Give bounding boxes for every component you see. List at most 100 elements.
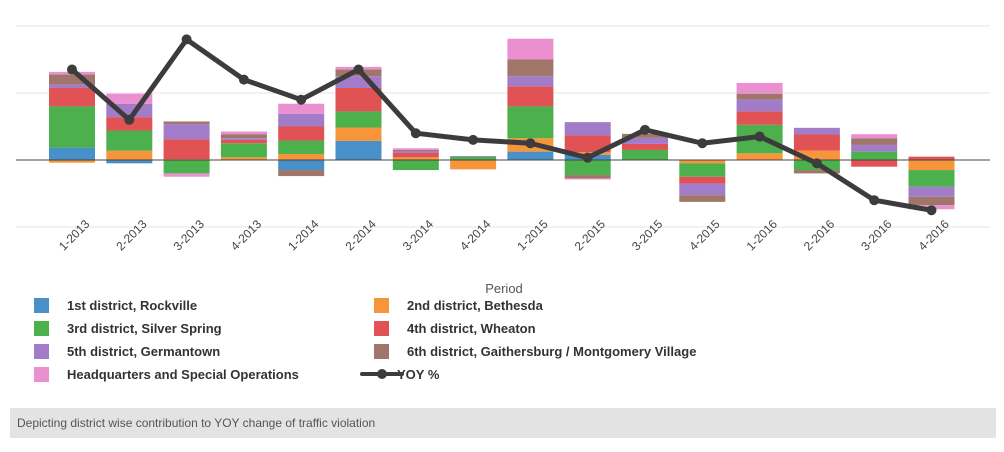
bar-segment[interactable]: [793, 170, 840, 174]
bar-segment[interactable]: [163, 160, 210, 174]
bar-segment[interactable]: [278, 126, 325, 141]
bar-segment[interactable]: [851, 160, 898, 167]
bar-segment[interactable]: [163, 139, 210, 160]
yoy-point[interactable]: [811, 158, 822, 169]
legend-item[interactable]: YOY %: [360, 364, 439, 384]
bar-segment[interactable]: [278, 113, 325, 127]
bar-segment[interactable]: [736, 99, 783, 112]
yoy-point[interactable]: [67, 64, 77, 75]
bar-segment[interactable]: [392, 157, 439, 160]
bar-segment[interactable]: [49, 106, 95, 148]
yoy-point[interactable]: [181, 34, 192, 45]
bar-segment[interactable]: [49, 160, 95, 163]
yoy-point[interactable]: [238, 74, 249, 85]
bar-segment[interactable]: [220, 138, 267, 140]
bar-segment[interactable]: [564, 178, 611, 180]
bar-segment[interactable]: [220, 134, 267, 139]
legend-item[interactable]: 3rd district, Silver Spring: [34, 318, 222, 338]
bar-segment[interactable]: [622, 137, 668, 144]
bar-segment[interactable]: [335, 87, 382, 112]
bar-segment[interactable]: [908, 160, 955, 171]
bar-segment[interactable]: [851, 134, 898, 139]
bar-segment[interactable]: [278, 170, 325, 177]
bar-segment[interactable]: [278, 103, 325, 114]
bar-segment[interactable]: [392, 148, 439, 150]
yoy-point[interactable]: [410, 128, 421, 139]
bar-segment[interactable]: [106, 93, 153, 104]
bar-segment[interactable]: [622, 133, 668, 138]
bar-segment[interactable]: [736, 82, 783, 94]
bar-segment[interactable]: [679, 176, 726, 184]
legend-item[interactable]: 6th district, Gaithersburg / Montgomery …: [374, 341, 696, 361]
bar-segment[interactable]: [507, 106, 554, 139]
yoy-point[interactable]: [582, 152, 593, 163]
bar-segment[interactable]: [736, 111, 783, 125]
bar-segment[interactable]: [392, 150, 439, 153]
bar-segment[interactable]: [450, 156, 497, 160]
bar-segment[interactable]: [450, 160, 497, 170]
bar-segment[interactable]: [622, 149, 668, 160]
bar-segment[interactable]: [220, 157, 267, 160]
bar-segment[interactable]: [507, 86, 554, 107]
bar-segment[interactable]: [679, 183, 726, 196]
bar-segment[interactable]: [163, 121, 210, 125]
yoy-point[interactable]: [296, 94, 307, 105]
yoy-point[interactable]: [869, 195, 880, 206]
bar-segment[interactable]: [392, 149, 439, 151]
bar-segment[interactable]: [335, 140, 382, 160]
bar-segment[interactable]: [450, 155, 497, 157]
bar-segment[interactable]: [392, 152, 439, 158]
bar-segment[interactable]: [49, 74, 95, 85]
bar-segment[interactable]: [564, 175, 611, 179]
bar-segment[interactable]: [736, 153, 783, 160]
bar-segment[interactable]: [106, 160, 153, 164]
bar-segment[interactable]: [507, 59, 554, 77]
bar-segment[interactable]: [736, 93, 783, 100]
bar-segment[interactable]: [278, 153, 325, 160]
bar-segment[interactable]: [793, 127, 840, 135]
bar-segment[interactable]: [564, 160, 611, 176]
yoy-point[interactable]: [124, 114, 135, 125]
bar-segment[interactable]: [851, 151, 898, 160]
yoy-point[interactable]: [468, 134, 479, 145]
yoy-point[interactable]: [754, 131, 765, 142]
bar-segment[interactable]: [220, 131, 267, 135]
yoy-point[interactable]: [353, 64, 364, 75]
bar-segment[interactable]: [793, 150, 840, 160]
bar-segment[interactable]: [49, 147, 95, 160]
bar-segment[interactable]: [106, 150, 153, 160]
bar-segment[interactable]: [106, 130, 153, 151]
bar-segment[interactable]: [908, 186, 955, 197]
bar-segment[interactable]: [392, 160, 439, 171]
bar-segment[interactable]: [335, 76, 382, 88]
bar-segment[interactable]: [507, 38, 554, 60]
legend-item[interactable]: 5th district, Germantown: [34, 341, 220, 361]
bar-segment[interactable]: [564, 135, 611, 153]
yoy-point[interactable]: [926, 205, 937, 216]
bar-segment[interactable]: [49, 84, 95, 88]
bar-segment[interactable]: [679, 160, 726, 164]
bar-segment[interactable]: [908, 196, 955, 206]
bar-segment[interactable]: [851, 144, 898, 152]
bar-segment[interactable]: [908, 156, 955, 160]
bar-segment[interactable]: [679, 163, 726, 177]
bar-segment[interactable]: [507, 151, 554, 160]
yoy-point[interactable]: [640, 124, 650, 135]
legend-item[interactable]: 1st district, Rockville: [34, 295, 197, 315]
legend-item[interactable]: Headquarters and Special Operations: [34, 364, 299, 384]
bar-segment[interactable]: [220, 143, 267, 158]
bar-segment[interactable]: [851, 138, 898, 145]
bar-segment[interactable]: [507, 76, 554, 87]
bar-segment[interactable]: [49, 87, 95, 107]
bar-segment[interactable]: [908, 170, 955, 187]
bar-segment[interactable]: [163, 173, 210, 177]
bar-segment[interactable]: [679, 195, 726, 202]
yoy-point[interactable]: [525, 138, 536, 149]
bar-segment[interactable]: [335, 111, 382, 128]
legend-item[interactable]: 4th district, Wheaton: [374, 318, 536, 338]
bar-segment[interactable]: [163, 124, 210, 140]
bar-segment[interactable]: [564, 122, 611, 136]
bar-segment[interactable]: [793, 134, 840, 151]
bar-segment[interactable]: [278, 140, 325, 154]
yoy-point[interactable]: [697, 138, 708, 149]
